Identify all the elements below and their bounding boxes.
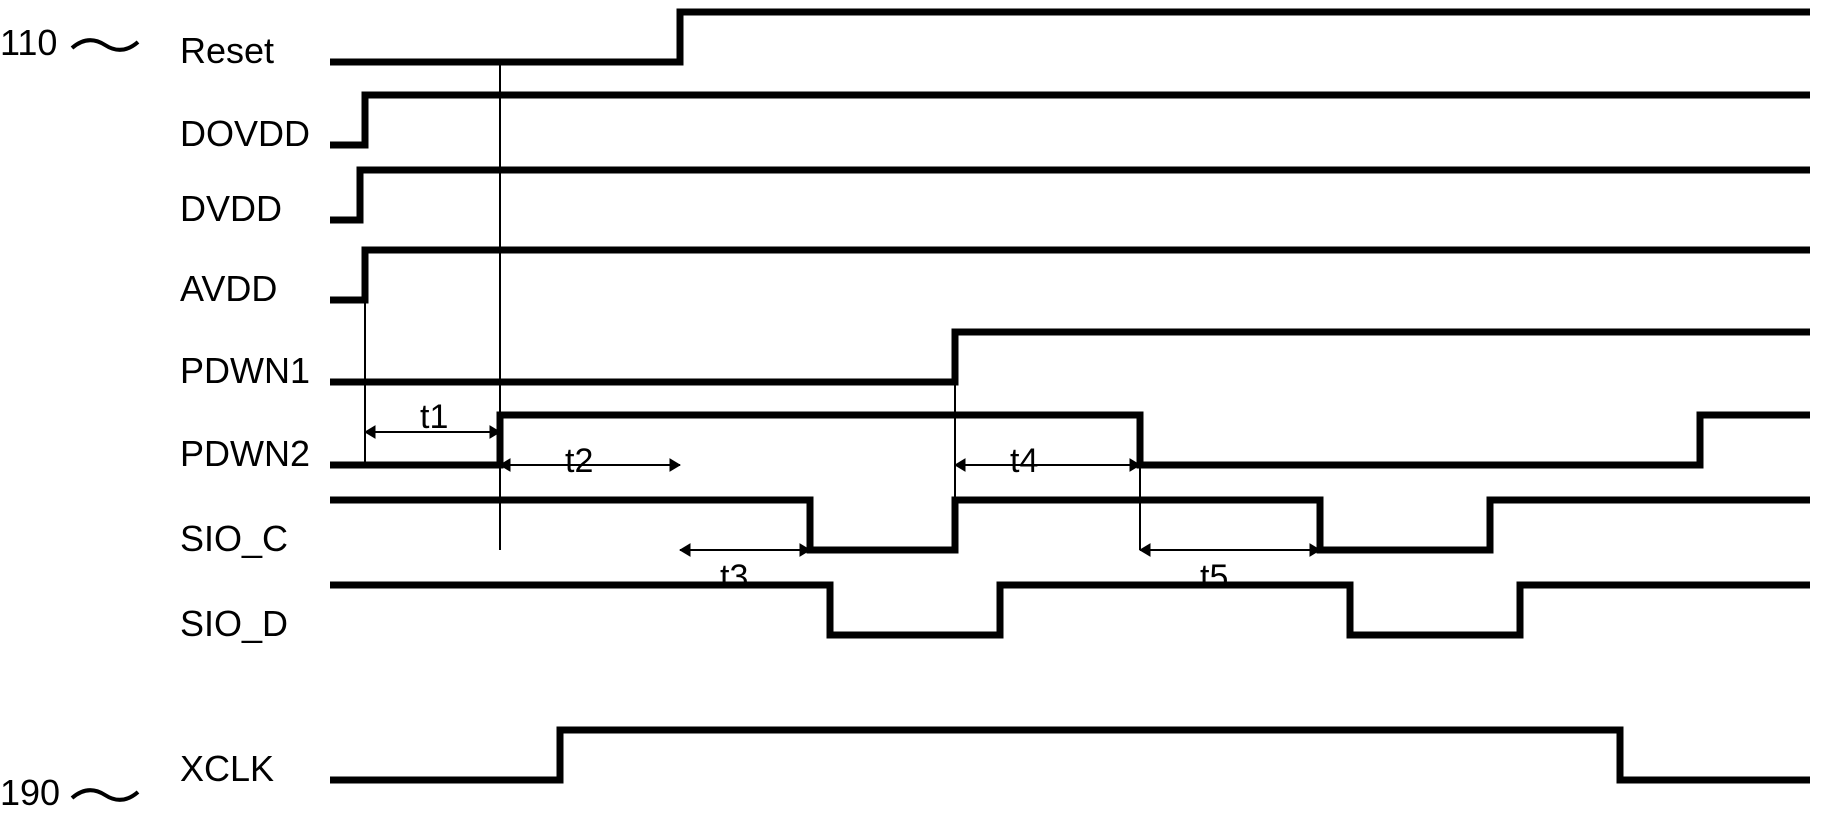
dimension-label-t5: t5: [1200, 558, 1228, 597]
signal-label: DVDD: [180, 188, 282, 230]
dimension-label-t4: t4: [1010, 442, 1038, 481]
waveform: [330, 720, 1810, 805]
waveform: [330, 2, 1810, 87]
waveform: [330, 490, 1810, 575]
signal-row-xclk: XCLK: [0, 720, 1832, 805]
waveform: [330, 160, 1810, 245]
signal-row-dvdd: DVDD: [0, 160, 1832, 245]
waveform: [330, 575, 1810, 660]
signal-label: PDWN1: [180, 350, 310, 392]
dimension-label-t1: t1: [420, 398, 448, 437]
signal-row-reset: Reset: [0, 2, 1832, 87]
dimension-label-t3: t3: [720, 558, 748, 597]
waveform: [330, 240, 1810, 325]
waveform: [330, 85, 1810, 170]
signal-row-pdwn1: PDWN1: [0, 322, 1832, 407]
signal-label: AVDD: [180, 268, 277, 310]
signal-row-avdd: AVDD: [0, 240, 1832, 325]
signal-row-sio_c: SIO_C: [0, 490, 1832, 575]
signal-row-sio_d: SIO_D: [0, 575, 1832, 660]
signal-label: PDWN2: [180, 433, 310, 475]
signal-label: XCLK: [180, 748, 274, 790]
signal-label: Reset: [180, 30, 274, 72]
dimension-label-t2: t2: [565, 442, 593, 481]
signal-label: SIO_D: [180, 603, 288, 645]
signal-row-dovdd: DOVDD: [0, 85, 1832, 170]
waveform: [330, 322, 1810, 407]
signal-label: DOVDD: [180, 113, 310, 155]
signal-row-pdwn2: PDWN2: [0, 405, 1832, 490]
waveform: [330, 405, 1810, 490]
signal-label: SIO_C: [180, 518, 288, 560]
